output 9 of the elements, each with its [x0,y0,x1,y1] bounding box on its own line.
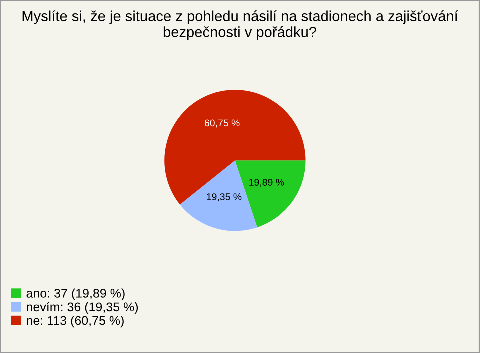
legend-label: ne: 113 (60,75 %) [27,316,124,328]
legend-label: ano: 37 (19,89 %) [26,288,125,300]
data-label: 60,75 % [204,120,240,128]
chart-title: Myslíte si, že je situace z pohledu násilí na stadionech a zajišťování bezpečnosti v pořádku? [22,10,458,40]
data-label: 19,35 % [207,194,242,202]
data-label: 19,89 % [250,179,284,188]
pie-slice [235,160,306,228]
legend-label: nevím: 36 (19,35 %) [27,302,138,314]
pie-slice [164,90,306,205]
